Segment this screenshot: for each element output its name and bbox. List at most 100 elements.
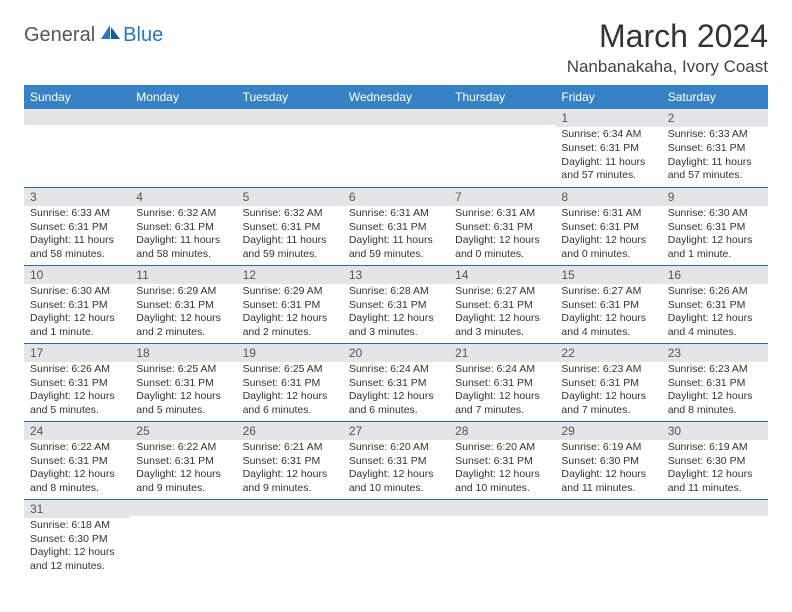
sunset-text: Sunset: 6:31 PM [30,455,124,469]
calendar-day-cell: 16Sunrise: 6:26 AMSunset: 6:31 PMDayligh… [662,265,768,343]
daylight-text: Daylight: 12 hours and 9 minutes. [243,468,337,495]
sunset-text: Sunset: 6:31 PM [561,142,655,156]
sunset-text: Sunset: 6:31 PM [561,299,655,313]
sunset-text: Sunset: 6:31 PM [349,455,443,469]
sunset-text: Sunset: 6:31 PM [668,299,762,313]
day-details: Sunrise: 6:30 AMSunset: 6:31 PMDaylight:… [24,284,130,343]
sunrise-text: Sunrise: 6:25 AM [136,363,230,377]
calendar-day-cell: 20Sunrise: 6:24 AMSunset: 6:31 PMDayligh… [343,343,449,421]
day-number [237,109,343,125]
day-details: Sunrise: 6:22 AMSunset: 6:31 PMDaylight:… [130,440,236,499]
daylight-text: Daylight: 12 hours and 7 minutes. [455,390,549,417]
day-number: 6 [343,188,449,206]
sunset-text: Sunset: 6:31 PM [455,299,549,313]
sunrise-text: Sunrise: 6:29 AM [136,285,230,299]
day-number: 25 [130,422,236,440]
sunset-text: Sunset: 6:31 PM [136,455,230,469]
calendar-day-cell [24,109,130,187]
calendar-day-cell: 2Sunrise: 6:33 AMSunset: 6:31 PMDaylight… [662,109,768,187]
day-details: Sunrise: 6:27 AMSunset: 6:31 PMDaylight:… [449,284,555,343]
calendar-day-cell [130,499,236,577]
day-number [449,500,555,516]
day-number: 5 [237,188,343,206]
calendar-day-cell: 13Sunrise: 6:28 AMSunset: 6:31 PMDayligh… [343,265,449,343]
day-number: 30 [662,422,768,440]
daylight-text: Daylight: 12 hours and 10 minutes. [349,468,443,495]
sunrise-text: Sunrise: 6:27 AM [561,285,655,299]
sunrise-text: Sunrise: 6:31 AM [455,207,549,221]
calendar-day-cell: 27Sunrise: 6:20 AMSunset: 6:31 PMDayligh… [343,421,449,499]
day-number: 24 [24,422,130,440]
day-number: 1 [555,109,661,127]
day-details: Sunrise: 6:33 AMSunset: 6:31 PMDaylight:… [662,127,768,186]
day-details: Sunrise: 6:29 AMSunset: 6:31 PMDaylight:… [237,284,343,343]
day-number [662,500,768,516]
weekday-header: Tuesday [237,85,343,109]
day-number [130,109,236,125]
sunrise-text: Sunrise: 6:32 AM [136,207,230,221]
calendar-week-row: 3Sunrise: 6:33 AMSunset: 6:31 PMDaylight… [24,187,768,265]
sunrise-text: Sunrise: 6:34 AM [561,128,655,142]
sunrise-text: Sunrise: 6:33 AM [668,128,762,142]
sunset-text: Sunset: 6:31 PM [30,221,124,235]
sunset-text: Sunset: 6:31 PM [349,299,443,313]
daylight-text: Daylight: 12 hours and 6 minutes. [349,390,443,417]
sunrise-text: Sunrise: 6:33 AM [30,207,124,221]
day-details: Sunrise: 6:24 AMSunset: 6:31 PMDaylight:… [449,362,555,421]
calendar-day-cell: 23Sunrise: 6:23 AMSunset: 6:31 PMDayligh… [662,343,768,421]
sunset-text: Sunset: 6:31 PM [455,377,549,391]
daylight-text: Daylight: 12 hours and 5 minutes. [30,390,124,417]
day-number: 29 [555,422,661,440]
calendar-day-cell: 14Sunrise: 6:27 AMSunset: 6:31 PMDayligh… [449,265,555,343]
day-number: 20 [343,344,449,362]
calendar-day-cell [237,499,343,577]
daylight-text: Daylight: 11 hours and 57 minutes. [668,156,762,183]
day-details: Sunrise: 6:34 AMSunset: 6:31 PMDaylight:… [555,127,661,186]
sunset-text: Sunset: 6:31 PM [30,377,124,391]
day-number: 31 [24,500,130,518]
day-number: 21 [449,344,555,362]
day-number [237,500,343,516]
day-details: Sunrise: 6:30 AMSunset: 6:31 PMDaylight:… [662,206,768,265]
daylight-text: Daylight: 12 hours and 11 minutes. [561,468,655,495]
sunset-text: Sunset: 6:31 PM [668,377,762,391]
day-details: Sunrise: 6:32 AMSunset: 6:31 PMDaylight:… [237,206,343,265]
calendar-day-cell: 28Sunrise: 6:20 AMSunset: 6:31 PMDayligh… [449,421,555,499]
day-details: Sunrise: 6:25 AMSunset: 6:31 PMDaylight:… [130,362,236,421]
calendar-day-cell: 31Sunrise: 6:18 AMSunset: 6:30 PMDayligh… [24,499,130,577]
title-block: March 2024 Nanbanakaha, Ivory Coast [567,18,768,77]
sunrise-text: Sunrise: 6:29 AM [243,285,337,299]
day-details: Sunrise: 6:32 AMSunset: 6:31 PMDaylight:… [130,206,236,265]
sunrise-text: Sunrise: 6:26 AM [668,285,762,299]
daylight-text: Daylight: 12 hours and 0 minutes. [561,234,655,261]
day-details: Sunrise: 6:19 AMSunset: 6:30 PMDaylight:… [555,440,661,499]
month-title: March 2024 [567,18,768,55]
sunset-text: Sunset: 6:30 PM [668,455,762,469]
sunrise-text: Sunrise: 6:24 AM [455,363,549,377]
calendar-day-cell: 24Sunrise: 6:22 AMSunset: 6:31 PMDayligh… [24,421,130,499]
day-number: 18 [130,344,236,362]
logo: General Blue [24,24,163,47]
day-details: Sunrise: 6:26 AMSunset: 6:31 PMDaylight:… [662,284,768,343]
day-details: Sunrise: 6:22 AMSunset: 6:31 PMDaylight:… [24,440,130,499]
calendar-day-cell: 25Sunrise: 6:22 AMSunset: 6:31 PMDayligh… [130,421,236,499]
day-number: 13 [343,266,449,284]
daylight-text: Daylight: 11 hours and 58 minutes. [136,234,230,261]
calendar-day-cell: 9Sunrise: 6:30 AMSunset: 6:31 PMDaylight… [662,187,768,265]
calendar-day-cell [343,109,449,187]
day-details: Sunrise: 6:28 AMSunset: 6:31 PMDaylight:… [343,284,449,343]
header: General Blue March 2024 Nanbanakaha, Ivo… [24,18,768,77]
daylight-text: Daylight: 12 hours and 4 minutes. [668,312,762,339]
sunrise-text: Sunrise: 6:26 AM [30,363,124,377]
day-details: Sunrise: 6:20 AMSunset: 6:31 PMDaylight:… [343,440,449,499]
calendar-day-cell: 15Sunrise: 6:27 AMSunset: 6:31 PMDayligh… [555,265,661,343]
day-number: 15 [555,266,661,284]
daylight-text: Daylight: 12 hours and 5 minutes. [136,390,230,417]
weekday-header-row: Sunday Monday Tuesday Wednesday Thursday… [24,85,768,109]
calendar-table: Sunday Monday Tuesday Wednesday Thursday… [24,85,768,577]
calendar-day-cell: 3Sunrise: 6:33 AMSunset: 6:31 PMDaylight… [24,187,130,265]
daylight-text: Daylight: 11 hours and 58 minutes. [30,234,124,261]
weekday-header: Saturday [662,85,768,109]
calendar-day-cell [130,109,236,187]
day-number: 7 [449,188,555,206]
